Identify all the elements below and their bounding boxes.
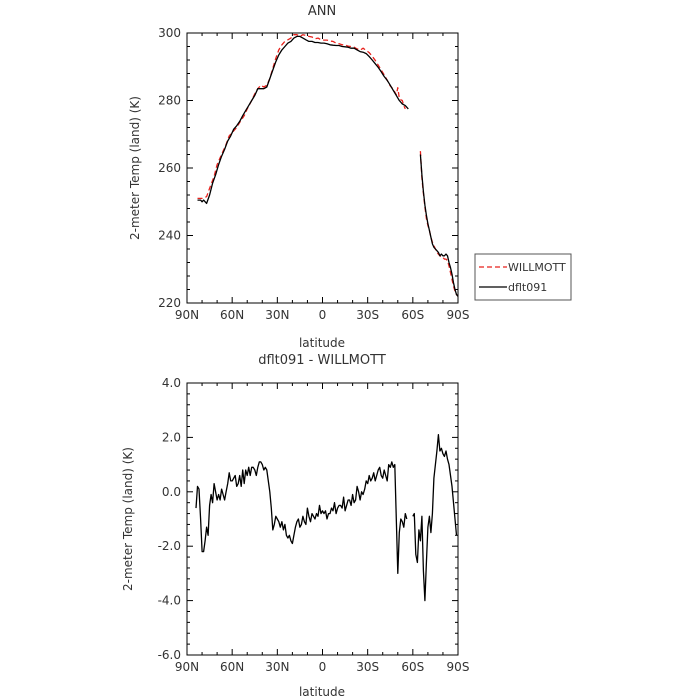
- y-tick-label: 0.0: [162, 485, 181, 499]
- chart-difference: dflt091 - WILLMOTT 2-meter Temp (land) (…: [121, 353, 469, 699]
- tick-group: [186, 382, 459, 656]
- x-tick-label: 30N: [265, 308, 289, 322]
- x-tick-label: 30S: [356, 660, 379, 674]
- y-tick-label: 300: [158, 26, 181, 40]
- x-tick-label: 90S: [447, 660, 470, 674]
- series-line-0-segment-1: [412, 434, 458, 602]
- legend-label-willmott: WILLMOTT: [508, 261, 566, 274]
- plot-lines: [195, 434, 458, 602]
- plot-lines: [197, 34, 459, 297]
- x-tick-label: 90N: [175, 660, 199, 674]
- x-tick-label: 90N: [175, 308, 199, 322]
- tick-label-group: 90N 60N 30N 0 30S 60S 90S 220 240 260 280 300: [158, 26, 469, 322]
- chart-title: dflt091 - WILLMOTT: [258, 353, 386, 368]
- legend-box: [474, 253, 572, 301]
- series-line-1-segment-1: [419, 154, 459, 297]
- tick-label-group: 90N 60N 30N 0 30S 60S 90S -6.0 -4.0 -2.0 0.0 2.0 4.0: [158, 376, 470, 674]
- series-line-0-segment-0: [197, 34, 406, 200]
- x-tick-label: 30N: [265, 660, 289, 674]
- x-tick-label: 0: [319, 660, 327, 674]
- x-tick-label: 60S: [401, 308, 424, 322]
- y-tick-label: 220: [158, 296, 181, 310]
- legend: WILLMOTT dflt091: [474, 253, 572, 301]
- y-axis-label: 2-meter Temp (land) (K): [121, 447, 135, 591]
- series-line-0-segment-0: [195, 461, 408, 575]
- y-tick-label: 2.0: [162, 430, 181, 444]
- y-axis-label: 2-meter Temp (land) (K): [128, 96, 142, 240]
- x-tick-label: 60N: [220, 660, 244, 674]
- plot-frame: [186, 382, 459, 656]
- chart-annual-temperature: ANN 2-meter Temp (land) (K) latitude 90N…: [128, 4, 469, 350]
- y-tick-label: -4.0: [158, 594, 181, 608]
- y-tick-label: 4.0: [162, 376, 181, 390]
- x-tick-label: 90S: [447, 308, 470, 322]
- y-tick-label: 280: [158, 94, 181, 108]
- chart-title: ANN: [308, 4, 336, 19]
- x-axis-label: latitude: [299, 685, 345, 699]
- x-tick-label: 0: [319, 308, 327, 322]
- x-tick-label: 30S: [356, 308, 379, 322]
- tick-group: [186, 32, 459, 304]
- series-line-1-segment-0: [197, 35, 409, 205]
- plot-frame: [186, 32, 459, 304]
- y-tick-label: 240: [158, 229, 181, 243]
- y-tick-label: -2.0: [158, 539, 181, 553]
- x-tick-label: 60S: [401, 660, 424, 674]
- x-axis-label: latitude: [299, 336, 345, 350]
- x-tick-label: 60N: [220, 308, 244, 322]
- legend-label-dflt091: dflt091: [508, 281, 547, 294]
- y-tick-label: 260: [158, 161, 181, 175]
- y-tick-label: -6.0: [158, 648, 181, 662]
